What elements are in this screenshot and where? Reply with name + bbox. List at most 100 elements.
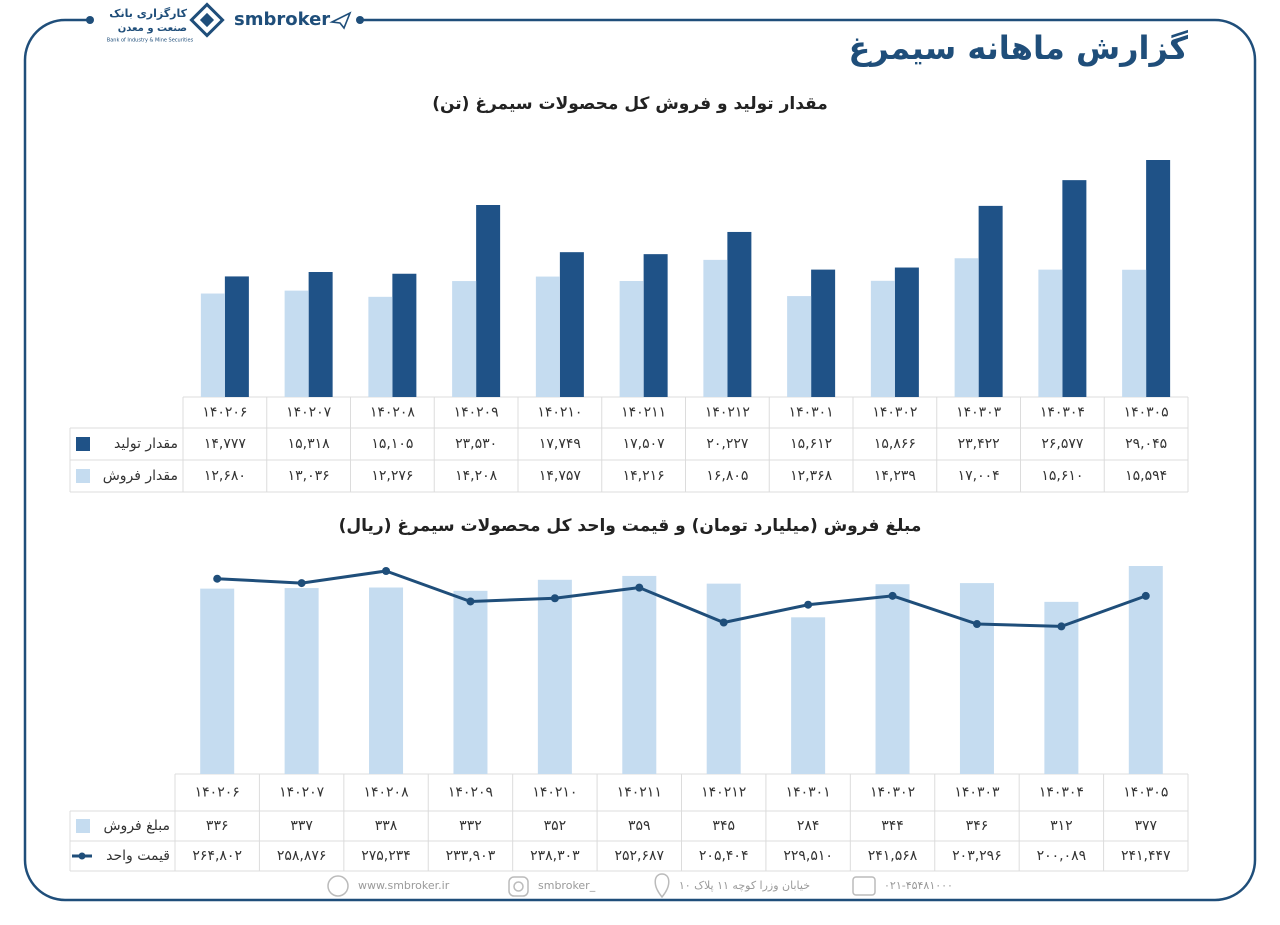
value-label: ۱۵,۶۱۲ bbox=[790, 436, 832, 452]
line-marker bbox=[972, 620, 981, 629]
value-label: ۱۷,۵۰۷ bbox=[623, 436, 666, 452]
phone: ۰۲۱-۴۵۴۸۱۰۰۰ bbox=[884, 879, 953, 892]
value-label: ۲۰۰,۰۸۹ bbox=[1037, 848, 1087, 864]
value-label: ۱۷,۰۰۴ bbox=[958, 468, 1000, 484]
bar bbox=[811, 269, 836, 397]
bank-logo: کارگزاری بانک صنعت و معدن Bank of Indust… bbox=[107, 2, 225, 44]
value-label: ۱۵,۶۱۰ bbox=[1041, 468, 1083, 484]
instagram-icon bbox=[508, 876, 529, 897]
legend-swatch bbox=[76, 469, 90, 483]
x-tick-label: ۱۴۰۲۰۸ bbox=[370, 405, 416, 421]
bar bbox=[200, 588, 235, 774]
bar bbox=[703, 259, 728, 397]
value-label: ۳۵۹ bbox=[628, 818, 651, 834]
instagram: smbroker_ bbox=[538, 879, 596, 892]
legend-swatch bbox=[76, 437, 90, 451]
bar bbox=[787, 296, 812, 397]
bar bbox=[1146, 160, 1171, 397]
bar bbox=[559, 252, 584, 397]
value-label: ۱۵,۵۹۴ bbox=[1125, 468, 1167, 484]
value-label: ۳۳۸ bbox=[375, 818, 398, 834]
chart-title: مقدار تولید و فروش کل محصولات سیمرغ (تن) bbox=[432, 94, 828, 114]
x-tick-label: ۱۴۰۲۰۹ bbox=[448, 785, 493, 801]
bar bbox=[1038, 269, 1063, 397]
x-tick-label: ۱۴۰۲۱۰ bbox=[537, 405, 582, 421]
brand-icon bbox=[329, 11, 352, 30]
bar bbox=[453, 590, 488, 774]
line-marker bbox=[382, 567, 391, 575]
x-tick-label: ۱۴۰۳۰۳ bbox=[956, 405, 1002, 421]
bar bbox=[1044, 601, 1079, 774]
x-tick-label: ۱۴۰۲۱۰ bbox=[532, 785, 577, 801]
logo-icon bbox=[189, 2, 225, 38]
header-gap bbox=[90, 8, 360, 34]
bank-name: کارگزاری بانک bbox=[109, 7, 187, 20]
line-marker bbox=[1057, 622, 1066, 631]
value-label: ۱۴,۷۵۷ bbox=[539, 468, 582, 484]
bar bbox=[870, 280, 895, 397]
value-label: ۱۵,۱۰۵ bbox=[371, 436, 413, 452]
x-tick-label: ۱۴۰۲۱۱ bbox=[617, 785, 662, 801]
bar bbox=[727, 231, 752, 397]
value-label: ۳۳۷ bbox=[290, 818, 313, 834]
bar bbox=[452, 281, 477, 397]
bar bbox=[369, 587, 404, 774]
value-label: ۲۴۱,۴۴۷ bbox=[1121, 848, 1171, 864]
value-label: ۱۲,۶۸۰ bbox=[204, 468, 246, 484]
bar bbox=[284, 588, 319, 774]
x-tick-label: ۱۴۰۲۰۹ bbox=[454, 405, 499, 421]
value-label: ۲۰۳,۲۹۶ bbox=[952, 848, 1002, 864]
line-marker bbox=[466, 597, 475, 606]
legend-label: مقدار تولید bbox=[114, 436, 178, 452]
legend-swatch bbox=[76, 819, 90, 833]
value-label: ۲۰,۲۲۷ bbox=[706, 436, 749, 452]
bar bbox=[535, 276, 560, 397]
bar bbox=[791, 617, 826, 774]
bar bbox=[959, 583, 994, 774]
location-icon bbox=[654, 873, 670, 899]
legend-marker bbox=[78, 852, 86, 860]
value-label: ۳۷۷ bbox=[1135, 818, 1158, 834]
bar bbox=[643, 254, 668, 397]
value-label: ۱۴,۷۷۷ bbox=[204, 436, 247, 452]
bar bbox=[706, 583, 741, 774]
value-label: ۲۶۴,۸۰۲ bbox=[192, 848, 242, 864]
value-label: ۲۹,۰۴۵ bbox=[1125, 436, 1167, 452]
bar bbox=[284, 290, 309, 397]
bar bbox=[954, 258, 979, 397]
x-tick-label: ۱۴۰۳۰۱ bbox=[786, 785, 831, 801]
bar bbox=[875, 584, 910, 774]
value-label: ۳۴۶ bbox=[966, 818, 989, 834]
address: خیابان وزرا کوچه ۱۱ پلاک ۱۰ bbox=[679, 879, 810, 892]
value-label: ۲۵۲,۶۸۷ bbox=[615, 848, 665, 864]
x-tick-label: ۱۴۰۲۰۸ bbox=[363, 785, 409, 801]
value-label: ۱۵,۳۱۸ bbox=[288, 436, 331, 452]
x-tick-label: ۱۴۰۳۰۳ bbox=[954, 785, 1000, 801]
value-label: ۲۵۸,۸۷۶ bbox=[277, 848, 327, 864]
legend-label: قیمت واحد bbox=[106, 848, 170, 864]
x-tick-label: ۱۴۰۲۱۲ bbox=[705, 405, 750, 421]
line-marker bbox=[1141, 591, 1150, 600]
value-label: ۱۲,۲۷۶ bbox=[371, 468, 413, 484]
value-label: ۳۵۲ bbox=[544, 818, 567, 834]
value-label: ۲۳,۵۳۰ bbox=[455, 436, 497, 452]
bar bbox=[619, 281, 644, 397]
line-marker bbox=[888, 591, 897, 600]
bar bbox=[368, 296, 393, 397]
value-label: ۱۴,۲۳۹ bbox=[874, 468, 916, 484]
value-label: ۱۴,۲۰۸ bbox=[455, 468, 498, 484]
value-label: ۲۶,۵۷۷ bbox=[1041, 436, 1084, 452]
value-label: ۲۳,۴۲۲ bbox=[958, 436, 1000, 452]
bar bbox=[224, 276, 249, 397]
dot bbox=[356, 16, 364, 24]
x-tick-label: ۱۴۰۲۱۱ bbox=[621, 405, 666, 421]
x-tick-label: ۱۴۰۳۰۱ bbox=[789, 405, 834, 421]
value-label: ۳۳۶ bbox=[206, 818, 229, 834]
value-label: ۲۳۳,۹۰۳ bbox=[446, 848, 496, 864]
chart-title: مبلغ فروش (میلیارد تومان) و قیمت واحد کل… bbox=[339, 516, 922, 536]
line-marker bbox=[213, 574, 222, 583]
bar bbox=[392, 273, 417, 397]
x-tick-label: ۱۴۰۳۰۵ bbox=[1124, 405, 1169, 421]
x-tick-label: ۱۴۰۲۱۲ bbox=[701, 785, 746, 801]
